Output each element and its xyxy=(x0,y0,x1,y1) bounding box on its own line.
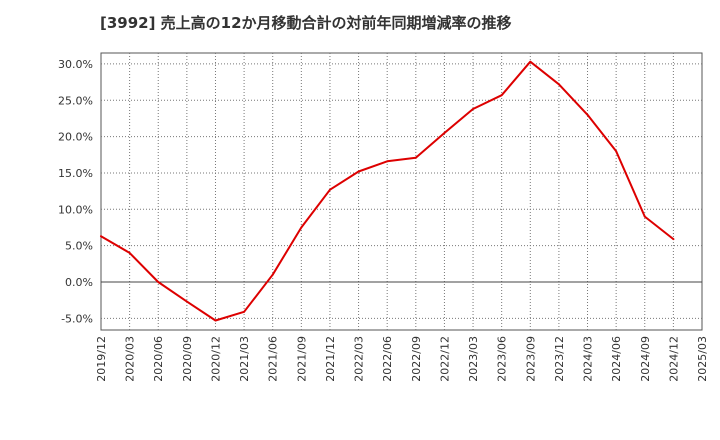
x-axis-ticks: 2019/12 2020/03 2020/06 2020/09 2020/12 2021/… xyxy=(95,336,709,382)
x-tick-label: 2021/09 xyxy=(295,336,308,382)
data-point xyxy=(386,160,389,163)
data-point xyxy=(357,170,360,173)
data-point xyxy=(586,113,589,116)
x-tick-label: 2019/12 xyxy=(95,336,108,382)
data-point xyxy=(643,215,646,218)
x-tick-label: 2022/03 xyxy=(353,336,366,382)
y-tick-label: 20.0% xyxy=(58,131,93,144)
x-tick-label: 2022/12 xyxy=(438,336,451,382)
data-point xyxy=(243,310,245,313)
data-point xyxy=(443,132,446,134)
x-tick-label: 2024/09 xyxy=(639,336,652,382)
data-point xyxy=(414,156,417,159)
x-tick-label: 2021/03 xyxy=(238,336,251,382)
x-tick-label: 2020/03 xyxy=(124,336,137,382)
data-point xyxy=(128,252,131,254)
y-tick-label: 10.0% xyxy=(58,203,93,216)
data-point xyxy=(214,319,217,322)
x-tick-label: 2024/03 xyxy=(582,336,595,382)
data-point xyxy=(558,83,560,86)
x-tick-label: 2024/12 xyxy=(667,336,680,382)
data-point xyxy=(615,150,618,153)
x-tick-label: 2023/06 xyxy=(496,336,509,382)
data-point xyxy=(529,60,532,63)
x-tick-label: 2023/12 xyxy=(553,336,566,382)
data-point xyxy=(157,281,160,283)
y-tick-label: 30.0% xyxy=(58,58,93,71)
data-point xyxy=(672,238,675,241)
x-tick-label: 2022/09 xyxy=(410,336,423,382)
x-tick-label: 2020/12 xyxy=(209,336,222,382)
x-tick-label: 2025/03 xyxy=(696,336,709,382)
x-tick-label: 2021/12 xyxy=(324,336,337,382)
y-tick-label: 25.0% xyxy=(58,94,93,107)
data-point xyxy=(271,273,274,276)
x-tick-label: 2023/09 xyxy=(524,336,537,382)
data-point xyxy=(500,94,503,97)
data-point xyxy=(185,300,188,303)
plot-area xyxy=(100,52,703,331)
x-tick-label: 2020/09 xyxy=(181,336,194,382)
x-tick-label: 2021/06 xyxy=(267,336,280,382)
y-tick-label: 15.0% xyxy=(58,167,93,180)
x-tick-label: 2022/06 xyxy=(381,336,394,382)
y-tick-label: 0.0% xyxy=(65,276,93,289)
data-point xyxy=(472,108,474,110)
data-point xyxy=(329,188,331,191)
y-axis-ticks: -5.0% 0.0% 5.0% 10.0% 15.0% 20.0% 25.0% 30.0% xyxy=(58,58,93,325)
x-tick-label: 2023/03 xyxy=(467,336,480,382)
y-tick-label: 5.0% xyxy=(65,240,93,253)
x-tick-label: 2024/06 xyxy=(610,336,623,382)
series-group xyxy=(100,60,675,322)
x-tick-label: 2020/06 xyxy=(152,336,165,382)
data-point xyxy=(100,235,102,238)
chart-title: [3992] 売上高の12か月移動合計の対前年同期増減率の推移 xyxy=(100,14,512,32)
data-point xyxy=(300,226,303,229)
grid-lines xyxy=(101,53,702,330)
y-tick-label: -5.0% xyxy=(61,312,93,325)
